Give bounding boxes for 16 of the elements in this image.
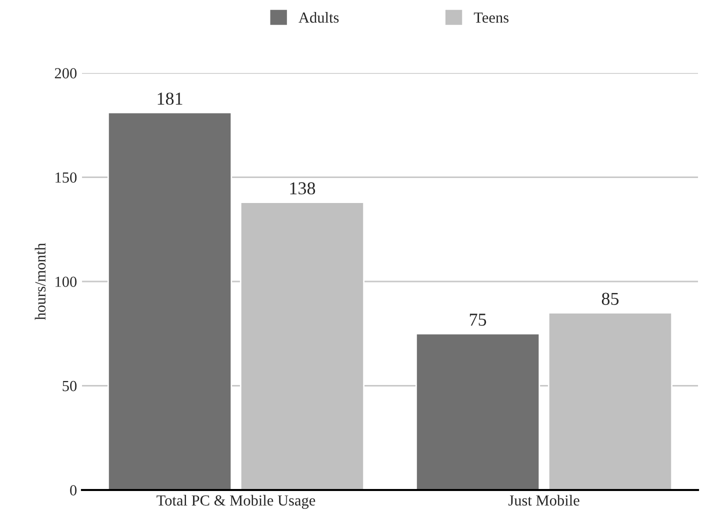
y-axis-title: hours/month (34, 243, 46, 320)
x-tick-label: Total PC & Mobile Usage (156, 494, 316, 509)
data-label: 75 (470, 314, 486, 326)
bar (108, 112, 232, 490)
y-tick-label: 0 (70, 485, 77, 496)
y-tick-label: 150 (56, 172, 77, 183)
data-label: 181 (158, 92, 182, 105)
data-label: 85 (602, 292, 619, 305)
bar (416, 332, 540, 490)
legend-label: Adults (298, 12, 339, 23)
y-tick-label: 200 (54, 68, 77, 78)
x-tick-label: Just Mobile (508, 494, 580, 506)
y-tick-label: 100 (56, 276, 77, 287)
y-tick-label: 50 (62, 380, 77, 392)
legend-label: Teens (474, 12, 508, 23)
data-label: 138 (290, 182, 316, 194)
